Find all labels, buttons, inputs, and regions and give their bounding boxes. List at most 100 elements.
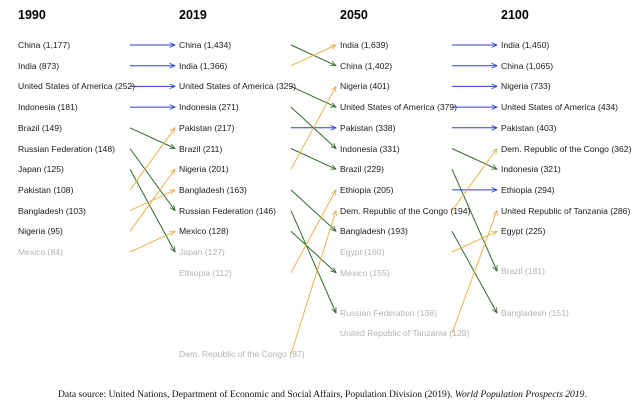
country-name: United Republic of Tanzania: [340, 328, 447, 338]
country-entry: Pakistan (108): [18, 184, 74, 195]
country-name: Pakistan: [18, 184, 51, 195]
country-entry: India (1,450): [501, 40, 550, 50]
country-entry: Ethiopia (294): [501, 184, 555, 195]
country-entry: China (1,065): [501, 60, 554, 71]
country-name: Ethiopia: [501, 184, 533, 195]
rank-change-arrow-down: [451, 148, 497, 170]
population-value: 1,639: [363, 40, 386, 50]
country-name: Egypt: [340, 247, 362, 257]
country-name: Bangladesh: [18, 205, 64, 216]
population-value: 112: [215, 267, 230, 278]
country-entry: Indonesia (181): [18, 102, 78, 113]
population-value: 271: [221, 102, 236, 113]
population-value: 201: [211, 164, 226, 175]
country-name: Mexico: [179, 226, 207, 237]
country-name: United Republic of Tanzania: [501, 205, 608, 216]
population-value: 403: [539, 122, 554, 133]
country-name: United States of America: [501, 102, 596, 113]
population-value: 338: [378, 122, 393, 133]
country-entry: Bangladesh (163): [179, 184, 247, 195]
country-entry: Russian Federation (136): [340, 308, 437, 318]
country-entry: Dem. Republic of the Congo (362): [501, 143, 632, 154]
population-value: 148: [97, 143, 113, 154]
country-entry: Nigeria (201): [179, 164, 229, 175]
population-value: 362: [614, 143, 629, 154]
data-source-note: Data source: United Nations, Department …: [58, 389, 587, 400]
rank-change-arrow-up: [290, 86, 336, 170]
country-entry: India (873): [18, 60, 60, 71]
country-entry: Japan (125): [18, 164, 64, 175]
population-value: 1,177: [45, 40, 68, 50]
country-name: Bangladesh: [340, 226, 386, 237]
country-entry: Bangladesh (151): [501, 308, 569, 318]
country-entry: United Republic of Tanzania (129): [340, 328, 470, 338]
rank-change-arrow-down: [290, 210, 337, 313]
country-name: Dem. Republic of the Congo: [179, 349, 287, 359]
country-entry: Dem. Republic of the Congo (87): [179, 349, 305, 359]
country-name: India: [179, 60, 198, 71]
country-name: Brazil: [340, 164, 362, 175]
country-entry: Bangladesh (193): [340, 226, 408, 237]
country-entry: Mexico (155): [340, 267, 390, 278]
country-name: Egypt: [501, 226, 523, 237]
rank-change-arrow-up: [451, 230, 497, 253]
population-value: 103: [68, 205, 83, 216]
country-entry: United States of America (434): [501, 102, 619, 113]
rank-change-arrow-down: [290, 230, 336, 272]
population-value: 286: [613, 205, 628, 216]
population-value: 125: [46, 164, 62, 175]
rank-change-arrow-up: [290, 211, 336, 355]
country-entry: Brazil (181): [501, 266, 545, 276]
rank-change-arrow-down: [129, 148, 175, 211]
population-value: 108: [56, 184, 71, 195]
population-value: 1,450: [524, 40, 547, 50]
population-value: 401: [372, 81, 387, 92]
rank-change-arrow-down: [451, 168, 498, 271]
country-entry: United Republic of Tanzania (286): [501, 205, 631, 216]
rank-change-arrow-up: [451, 149, 497, 211]
country-entry: Nigeria (401): [340, 81, 390, 92]
country-entry: Nigeria (733): [501, 81, 551, 92]
country-name: Pakistan: [501, 122, 534, 133]
population-value: 146: [258, 205, 274, 216]
population-value: 294: [537, 184, 552, 195]
country-name: Ethiopia: [179, 267, 211, 278]
population-value: 1,434: [206, 40, 229, 50]
country-name: Nigeria: [179, 164, 207, 175]
country-entry: Mexico (128): [179, 226, 229, 237]
country-entry: United States of America (329): [179, 81, 297, 92]
source-suffix: .: [584, 389, 587, 400]
country-name: India: [340, 40, 359, 50]
rank-change-arrow-up: [129, 230, 175, 253]
country-entry: Indonesia (271): [179, 102, 239, 113]
population-value: 329: [278, 81, 294, 92]
rank-change-arrow-up: [129, 169, 175, 232]
country-name: Mexico: [340, 267, 368, 278]
rank-change-arrow-down: [290, 189, 336, 231]
country-name: United States of America: [340, 102, 435, 113]
country-name: Ethiopia: [340, 184, 372, 195]
population-value: 321: [543, 164, 558, 175]
rank-change-arrow-up: [451, 211, 497, 334]
country-entry: Brazil (229): [340, 164, 384, 175]
country-name: Nigeria: [501, 81, 529, 92]
country-name: Indonesia: [179, 102, 217, 113]
population-value: 127: [207, 247, 223, 257]
country-name: Russian Federation: [340, 308, 415, 318]
country-name: China: [18, 40, 41, 50]
population-value: 181: [527, 266, 543, 276]
population-value: 87: [292, 349, 302, 359]
country-name: Mexico: [18, 247, 46, 257]
population-value: 331: [382, 143, 397, 154]
country-name: Dem. Republic of the Congo: [340, 205, 448, 216]
country-entry: Indonesia (321): [501, 164, 561, 175]
country-name: Bangladesh: [501, 308, 547, 318]
population-value: 194: [453, 205, 468, 216]
country-entry: India (1,366): [179, 60, 228, 71]
population-value: 205: [376, 184, 391, 195]
country-entry: Indonesia (331): [340, 143, 400, 154]
country-entry: Pakistan (217): [179, 122, 235, 133]
population-value: 149: [44, 122, 60, 133]
population-value: 229: [366, 164, 382, 175]
